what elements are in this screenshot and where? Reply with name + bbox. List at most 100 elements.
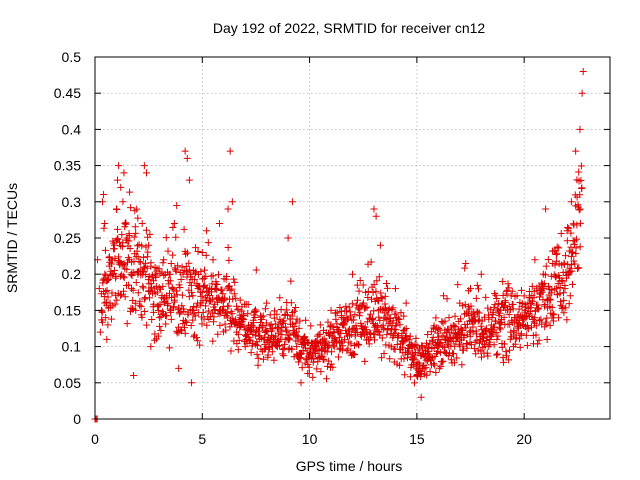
data-point [163, 301, 171, 309]
data-point [520, 292, 528, 300]
data-point [171, 296, 179, 304]
data-point [236, 323, 244, 331]
data-point [482, 336, 490, 344]
data-point [113, 296, 121, 304]
data-point [225, 302, 233, 310]
data-point [381, 292, 389, 300]
data-point [179, 270, 187, 278]
data-point [159, 259, 167, 267]
data-point [375, 313, 383, 321]
data-point [375, 297, 383, 305]
data-point [99, 318, 107, 326]
data-point [261, 305, 269, 313]
data-point [259, 322, 267, 330]
data-point [316, 330, 324, 338]
data-point [353, 325, 361, 333]
data-point [198, 248, 206, 256]
data-point [401, 326, 409, 334]
data-point [332, 315, 340, 323]
data-point [505, 311, 513, 319]
data-point [194, 285, 202, 293]
data-point [254, 354, 262, 362]
data-point [337, 329, 345, 337]
data-point [132, 306, 140, 314]
data-point [392, 326, 400, 334]
data-point [414, 358, 422, 366]
data-point [545, 282, 553, 290]
data-point [276, 294, 284, 302]
data-point [472, 294, 480, 302]
data-point [116, 291, 124, 299]
y-tick-labels: 0 0.05 0.1 0.15 0.2 0.25 0.3 0.35 0.4 0.45 0.5 [54, 49, 81, 427]
data-point [463, 340, 471, 348]
y-tick-label: 0.45 [54, 85, 81, 101]
data-point [221, 320, 229, 328]
data-point [492, 317, 500, 325]
data-point [466, 332, 474, 340]
data-point [535, 304, 543, 312]
data-point [169, 303, 177, 311]
chart-title: Day 192 of 2022, SRMTID for receiver cn1… [213, 20, 486, 36]
data-points [91, 67, 587, 423]
data-point [260, 334, 268, 342]
data-point [374, 327, 382, 335]
data-point [562, 304, 570, 312]
data-point [576, 191, 584, 199]
data-point [323, 362, 331, 370]
data-point [117, 183, 125, 191]
data-point [457, 315, 465, 323]
data-point [157, 327, 165, 335]
data-point [412, 334, 420, 342]
data-point [357, 332, 365, 340]
data-point [480, 313, 488, 321]
data-point [293, 343, 301, 351]
data-point [459, 346, 467, 354]
data-point [438, 358, 446, 366]
data-point [489, 330, 497, 338]
data-point [100, 191, 108, 199]
data-point [134, 289, 142, 297]
data-point [142, 226, 150, 234]
data-point [282, 326, 290, 334]
data-point [146, 294, 154, 302]
data-point [113, 225, 121, 233]
data-point [143, 169, 150, 177]
data-point [231, 278, 239, 286]
data-point [500, 313, 508, 321]
data-point [492, 291, 500, 299]
data-point [383, 306, 391, 314]
data-point [138, 220, 146, 228]
data-point [532, 331, 540, 339]
data-point [478, 353, 486, 361]
data-point [542, 262, 550, 270]
data-point [456, 299, 464, 307]
data-point [281, 340, 289, 348]
data-point [369, 288, 377, 296]
data-point [517, 330, 525, 338]
data-point [528, 312, 536, 320]
data-point [542, 320, 550, 328]
data-point [534, 340, 542, 348]
data-point [197, 268, 205, 276]
data-point [575, 264, 583, 272]
data-point [108, 289, 116, 297]
data-point [359, 281, 367, 289]
data-point [360, 299, 368, 307]
data-point [181, 317, 189, 325]
data-point [517, 286, 525, 294]
data-point [151, 330, 159, 338]
data-point [567, 253, 575, 261]
data-point [329, 363, 337, 371]
data-point [232, 294, 240, 302]
data-point [227, 347, 235, 355]
data-point [528, 298, 536, 306]
data-point [475, 309, 483, 317]
data-point [355, 305, 363, 313]
data-point [307, 322, 315, 330]
data-point [180, 225, 188, 233]
data-point [415, 369, 423, 377]
data-point [565, 300, 573, 308]
data-point [376, 316, 384, 324]
data-point [175, 364, 183, 372]
